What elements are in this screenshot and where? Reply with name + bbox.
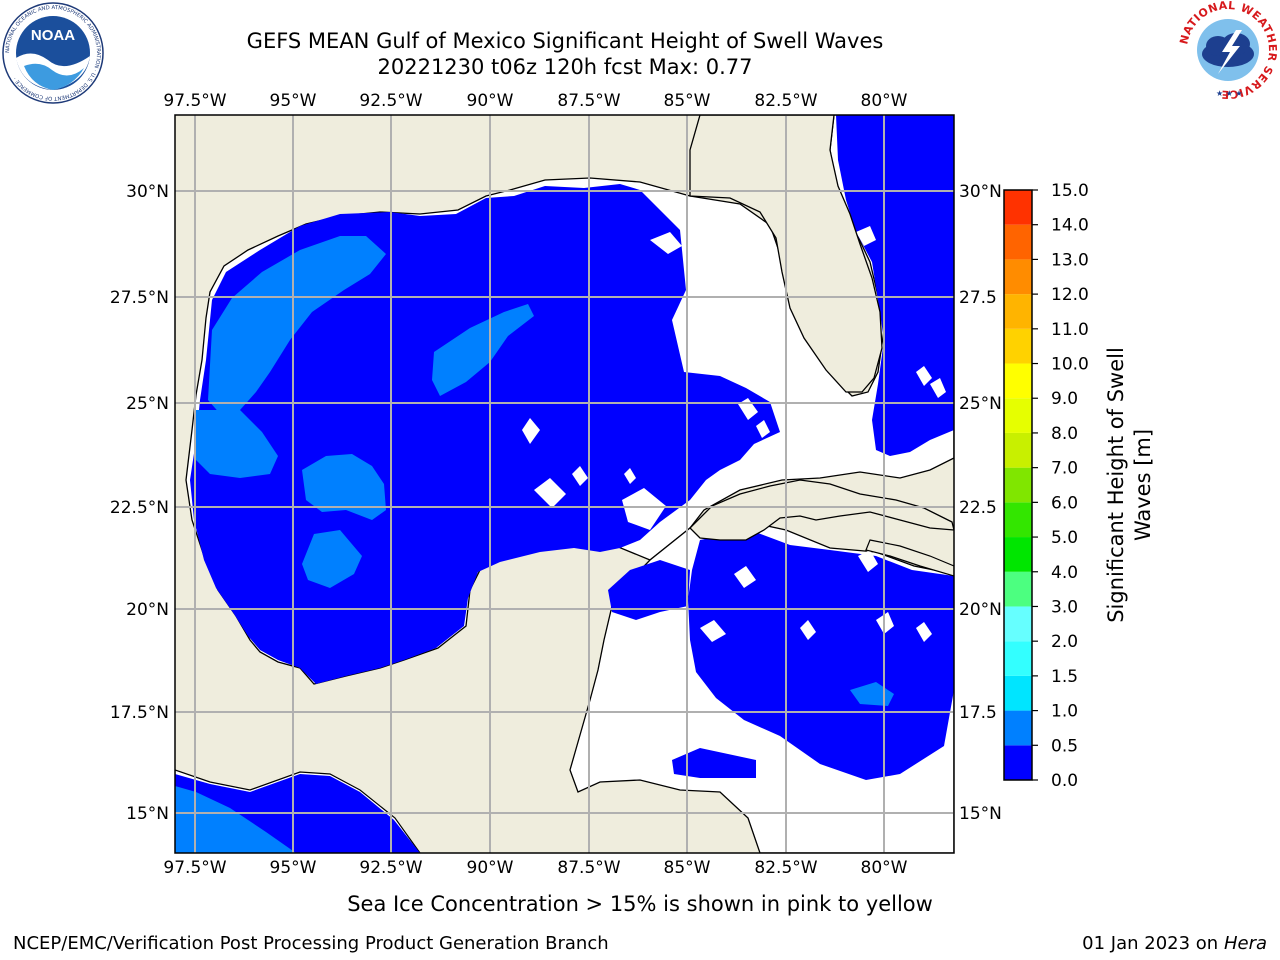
lon-tick-bottom: 92.5°W	[359, 858, 422, 878]
colorbar-tick-label: 1.5	[1051, 667, 1078, 687]
colorbar-tick-label: 7.0	[1051, 459, 1078, 479]
lon-tick-bottom: 95°W	[270, 858, 317, 878]
lat-tick-right: 17.5	[959, 703, 997, 723]
colorbar-tick-label: 1.0	[1051, 702, 1078, 722]
colorbar-tick-label: 11.0	[1051, 320, 1089, 340]
lon-tick-bottom: 97.5°W	[163, 858, 226, 878]
lon-tick-top: 87.5°W	[557, 91, 620, 111]
colorbar-tick-label: 5.0	[1051, 528, 1078, 548]
colorbar-tick-label: 13.0	[1051, 250, 1089, 270]
colorbar-segment	[1004, 294, 1032, 329]
colorbar-segment	[1004, 224, 1032, 260]
colorbar-tick-label: 4.0	[1051, 563, 1078, 583]
colorbar-frame	[1003, 189, 1033, 781]
lat-tick-right: 20°N	[959, 600, 1002, 620]
colorbar-ticks: 15.0 14.0 13.0 12.0 11.0 10.0 9.0 8.0 7.0 6.0 5.0 4…	[1032, 181, 1089, 791]
swell-fill-0.5-1.0	[175, 236, 894, 853]
colorbar-segment	[1004, 328, 1032, 364]
lon-tick-top: 97.5°W	[163, 91, 226, 111]
footer-credit: NCEP/EMC/Verification Post Processing Pr…	[13, 933, 609, 954]
colorbar-segment	[1004, 537, 1032, 572]
colorbar-segment	[1004, 190, 1032, 225]
lat-tick-left: 30°N	[126, 182, 169, 202]
colorbar-tick-label: 2.0	[1051, 632, 1078, 652]
lon-tick-top: 85°W	[664, 91, 711, 111]
lat-tick-left: 22.5°N	[110, 498, 169, 518]
colorbar-tick-label: 8.0	[1051, 424, 1078, 444]
colorbar-tick-label: 0.0	[1051, 771, 1078, 791]
lon-tick-top: 80°W	[861, 91, 908, 111]
lat-tick-right: 22.5	[959, 498, 997, 518]
lat-tick-left: 15°N	[126, 804, 169, 824]
lat-ticks-right: 30°N 27.5 25°N 22.5 20°N 17.5 15°N	[959, 182, 1002, 824]
swell-fill-caribbean	[688, 530, 954, 780]
colorbar-segment	[1004, 710, 1032, 746]
lat-tick-right: 25°N	[959, 394, 1002, 414]
cuba	[689, 479, 954, 541]
lon-tick-bottom: 85°W	[664, 858, 711, 878]
footer-date: 01 Jan 2023 on	[1082, 933, 1224, 954]
swell-fill-honduras	[672, 748, 756, 778]
colorbar-label-line2: Waves [m]	[1131, 429, 1155, 541]
footer-machine: Hera	[1223, 933, 1267, 954]
noaa-logo-text: NOAA	[31, 27, 75, 44]
lat-tick-left: 25°N	[126, 394, 169, 414]
lon-ticks-bottom: 97.5°W 95°W 92.5°W 90°W 87.5°W 85°W 82.5…	[163, 858, 907, 878]
chart-subtitle: 20221230 t06z 120h fcst Max: 0.77	[377, 55, 753, 79]
colorbar-tick-label: 10.0	[1051, 355, 1089, 375]
lon-tick-top: 90°W	[467, 91, 514, 111]
colorbar-tick-label: 9.0	[1051, 389, 1078, 409]
lon-tick-bottom: 90°W	[467, 858, 514, 878]
colorbar	[1003, 189, 1033, 781]
swell-fill-yucatan	[608, 560, 690, 620]
colorbar-segment	[1004, 363, 1032, 399]
map-area	[175, 115, 954, 853]
colorbar-segment	[1004, 432, 1032, 468]
lat-tick-right: 15°N	[959, 804, 1002, 824]
lon-tick-bottom: 80°W	[861, 858, 908, 878]
colorbar-segment	[1004, 259, 1032, 295]
noaa-logo: NOAA NATIONAL OCEANIC AND ATMOSPHERIC AD…	[2, 2, 104, 104]
colorbar-segment	[1004, 606, 1032, 642]
colorbar-segment	[1004, 675, 1032, 711]
lat-tick-left: 20°N	[126, 600, 169, 620]
svg-text:★ ★ ★: ★ ★ ★	[1216, 89, 1243, 98]
colorbar-segment	[1004, 641, 1032, 676]
colorbar-segment	[1004, 571, 1032, 607]
lon-tick-top: 95°W	[270, 91, 317, 111]
colorbar-tick-label: 14.0	[1051, 216, 1089, 236]
lon-tick-top: 82.5°W	[754, 91, 817, 111]
colorbar-tick-label: 6.0	[1051, 493, 1078, 513]
colorbar-segment	[1004, 398, 1032, 433]
chart-title: GEFS MEAN Gulf of Mexico Significant Hei…	[246, 29, 884, 53]
lat-tick-left: 27.5°N	[110, 288, 169, 308]
colorbar-tick-label: 0.5	[1051, 736, 1078, 756]
lat-tick-left: 17.5°N	[110, 703, 169, 723]
lon-ticks-top: 97.5°W 95°W 92.5°W 90°W 87.5°W 85°W 82.5…	[163, 91, 907, 111]
colorbar-segment	[1004, 502, 1032, 538]
colorbar-tick-label: 15.0	[1051, 181, 1089, 201]
footer-date-machine: 01 Jan 2023 on Hera	[1082, 933, 1267, 954]
lat-tick-right: 30°N	[959, 182, 1002, 202]
lon-tick-top: 92.5°W	[359, 91, 422, 111]
map-frame	[174, 114, 955, 854]
colorbar-segment	[1004, 467, 1032, 503]
lat-tick-right: 27.5	[959, 288, 997, 308]
lon-tick-bottom: 87.5°W	[557, 858, 620, 878]
colorbar-segment	[1004, 745, 1032, 780]
graticule	[175, 115, 954, 853]
lat-ticks-left: 30°N 27.5°N 25°N 22.5°N 20°N 17.5°N 15°N	[110, 182, 169, 824]
colorbar-tick-label: 12.0	[1051, 285, 1089, 305]
hispaniola-edge	[865, 539, 954, 577]
lon-tick-bottom: 82.5°W	[754, 858, 817, 878]
colorbar-tick-label: 3.0	[1051, 597, 1078, 617]
sea-ice-note: Sea Ice Concentration > 15% is shown in …	[347, 892, 933, 916]
missing-data-holes	[522, 226, 946, 642]
nws-logo: NATIONAL WEATHER SERVICE ★ ★ ★	[1178, 0, 1278, 100]
colorbar-label-line1: Significant Height of Swell	[1104, 347, 1128, 623]
